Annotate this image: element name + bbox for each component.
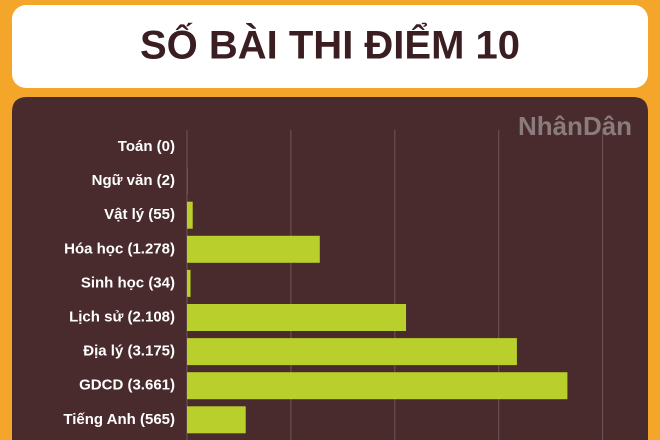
bar	[187, 304, 407, 331]
bar	[187, 201, 193, 229]
bar	[187, 406, 246, 434]
bar	[187, 372, 568, 400]
bar	[187, 338, 517, 366]
chart-title: SỐ BÀI THI ĐIỂM 10	[140, 21, 520, 68]
bar	[187, 269, 191, 297]
y-tick-label: Sinh học (34)	[81, 274, 175, 291]
y-tick-label: Tiếng Anh (565)	[63, 411, 175, 428]
watermark: NhânDân	[518, 111, 632, 141]
bar	[187, 235, 320, 263]
title-box	[12, 5, 648, 88]
y-tick-label: GDCD (3.661)	[79, 377, 175, 394]
y-tick-label: Hóa học (1.278)	[64, 240, 175, 257]
y-tick-label: Lịch sử (2.108)	[69, 308, 175, 325]
y-tick-label: Ngữ văn (2)	[92, 172, 175, 189]
plot: Toán (0) Ngữ văn (2) Vật lý (55) Hóa học (1…	[63, 130, 604, 440]
y-tick-label: Toán (0)	[118, 138, 175, 155]
y-tick-label: Địa lý (3.175)	[83, 343, 175, 360]
y-tick-label: Vật lý (55)	[104, 206, 175, 223]
